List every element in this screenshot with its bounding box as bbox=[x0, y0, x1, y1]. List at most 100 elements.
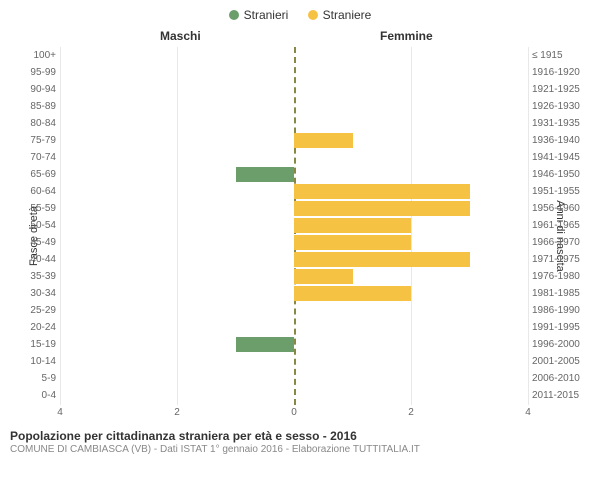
bar-area bbox=[60, 150, 528, 165]
age-label: 100+ bbox=[16, 47, 56, 64]
x-tick: 4 bbox=[57, 407, 63, 418]
age-row: 75-791936-1940 bbox=[60, 132, 528, 149]
chart-subtitle: COMUNE DI CAMBIASCA (VB) - Dati ISTAT 1°… bbox=[10, 444, 590, 455]
birth-year-label: 1991-1995 bbox=[532, 319, 598, 336]
rows-container: 100+≤ 191595-991916-192090-941921-192585… bbox=[60, 47, 528, 405]
footer: Popolazione per cittadinanza straniera p… bbox=[0, 425, 600, 455]
bar-area bbox=[60, 218, 528, 233]
bar-female bbox=[294, 252, 470, 267]
birth-year-label: 1981-1985 bbox=[532, 285, 598, 302]
header-male: Maschi bbox=[160, 29, 201, 43]
age-row: 50-541961-1965 bbox=[60, 217, 528, 234]
header-female: Femmine bbox=[380, 29, 433, 43]
birth-year-label: 1971-1975 bbox=[532, 251, 598, 268]
bar-area bbox=[60, 235, 528, 250]
gridline bbox=[528, 47, 529, 405]
birth-year-label: 2011-2015 bbox=[532, 387, 598, 404]
age-row: 10-142001-2005 bbox=[60, 353, 528, 370]
bar-area bbox=[60, 269, 528, 284]
bar-area bbox=[60, 82, 528, 97]
age-label: 85-89 bbox=[16, 98, 56, 115]
birth-year-label: 1956-1960 bbox=[532, 200, 598, 217]
legend-item-female: Straniere bbox=[308, 8, 372, 22]
age-label: 15-19 bbox=[16, 336, 56, 353]
age-row: 95-991916-1920 bbox=[60, 64, 528, 81]
age-row: 35-391976-1980 bbox=[60, 268, 528, 285]
bar-area bbox=[60, 184, 528, 199]
age-label: 80-84 bbox=[16, 115, 56, 132]
bar-area bbox=[60, 371, 528, 386]
birth-year-label: 1926-1930 bbox=[532, 98, 598, 115]
birth-year-label: 1966-1970 bbox=[532, 234, 598, 251]
bar-area bbox=[60, 337, 528, 352]
age-label: 10-14 bbox=[16, 353, 56, 370]
age-row: 90-941921-1925 bbox=[60, 81, 528, 98]
bar-area bbox=[60, 354, 528, 369]
bar-female bbox=[294, 218, 411, 233]
birth-year-label: 1916-1920 bbox=[532, 64, 598, 81]
chart-container: Stranieri Straniere Maschi Femmine Fasce… bbox=[0, 0, 600, 500]
age-row: 25-291986-1990 bbox=[60, 302, 528, 319]
bar-area bbox=[60, 48, 528, 63]
chart-title: Popolazione per cittadinanza straniera p… bbox=[10, 429, 590, 443]
legend-label-male: Stranieri bbox=[244, 8, 289, 22]
bar-area bbox=[60, 99, 528, 114]
bar-area bbox=[60, 116, 528, 131]
bar-female bbox=[294, 269, 353, 284]
age-label: 35-39 bbox=[16, 268, 56, 285]
age-label: 90-94 bbox=[16, 81, 56, 98]
age-label: 45-49 bbox=[16, 234, 56, 251]
bar-female bbox=[294, 235, 411, 250]
x-axis: 42024 bbox=[60, 407, 528, 425]
birth-year-label: 1946-1950 bbox=[532, 166, 598, 183]
age-row: 60-641951-1955 bbox=[60, 183, 528, 200]
birth-year-label: 1951-1955 bbox=[532, 183, 598, 200]
age-label: 5-9 bbox=[16, 370, 56, 387]
age-row: 70-741941-1945 bbox=[60, 149, 528, 166]
column-headers: Maschi Femmine bbox=[0, 29, 600, 47]
bar-male bbox=[236, 167, 295, 182]
bar-male bbox=[236, 337, 295, 352]
bar-female bbox=[294, 184, 470, 199]
bar-area bbox=[60, 320, 528, 335]
legend-label-female: Straniere bbox=[323, 8, 372, 22]
legend-swatch-female bbox=[308, 10, 318, 20]
age-row: 55-591956-1960 bbox=[60, 200, 528, 217]
bar-area bbox=[60, 133, 528, 148]
bar-area bbox=[60, 303, 528, 318]
bar-area bbox=[60, 167, 528, 182]
age-label: 75-79 bbox=[16, 132, 56, 149]
birth-year-label: 1936-1940 bbox=[532, 132, 598, 149]
age-label: 30-34 bbox=[16, 285, 56, 302]
birth-year-label: 1961-1965 bbox=[532, 217, 598, 234]
age-row: 65-691946-1950 bbox=[60, 166, 528, 183]
birth-year-label: 2001-2005 bbox=[532, 353, 598, 370]
age-label: 70-74 bbox=[16, 149, 56, 166]
age-label: 50-54 bbox=[16, 217, 56, 234]
x-tick: 2 bbox=[408, 407, 414, 418]
bar-female bbox=[294, 133, 353, 148]
bar-area bbox=[60, 65, 528, 80]
age-row: 5-92006-2010 bbox=[60, 370, 528, 387]
x-tick: 2 bbox=[174, 407, 180, 418]
legend: Stranieri Straniere bbox=[0, 8, 600, 23]
bar-area bbox=[60, 252, 528, 267]
bar-female bbox=[294, 201, 470, 216]
age-row: 45-491966-1970 bbox=[60, 234, 528, 251]
age-label: 60-64 bbox=[16, 183, 56, 200]
bar-area bbox=[60, 286, 528, 301]
birth-year-label: 1921-1925 bbox=[532, 81, 598, 98]
plot-area: Fasce di età Anni di nascita 100+≤ 19159… bbox=[0, 47, 600, 425]
age-label: 95-99 bbox=[16, 64, 56, 81]
bar-area bbox=[60, 201, 528, 216]
age-row: 85-891926-1930 bbox=[60, 98, 528, 115]
age-label: 65-69 bbox=[16, 166, 56, 183]
birth-year-label: ≤ 1915 bbox=[532, 47, 598, 64]
x-tick: 0 bbox=[291, 407, 297, 418]
legend-swatch-male bbox=[229, 10, 239, 20]
age-row: 0-42011-2015 bbox=[60, 387, 528, 404]
age-row: 40-441971-1975 bbox=[60, 251, 528, 268]
bar-female bbox=[294, 286, 411, 301]
birth-year-label: 1976-1980 bbox=[532, 268, 598, 285]
age-row: 80-841931-1935 bbox=[60, 115, 528, 132]
